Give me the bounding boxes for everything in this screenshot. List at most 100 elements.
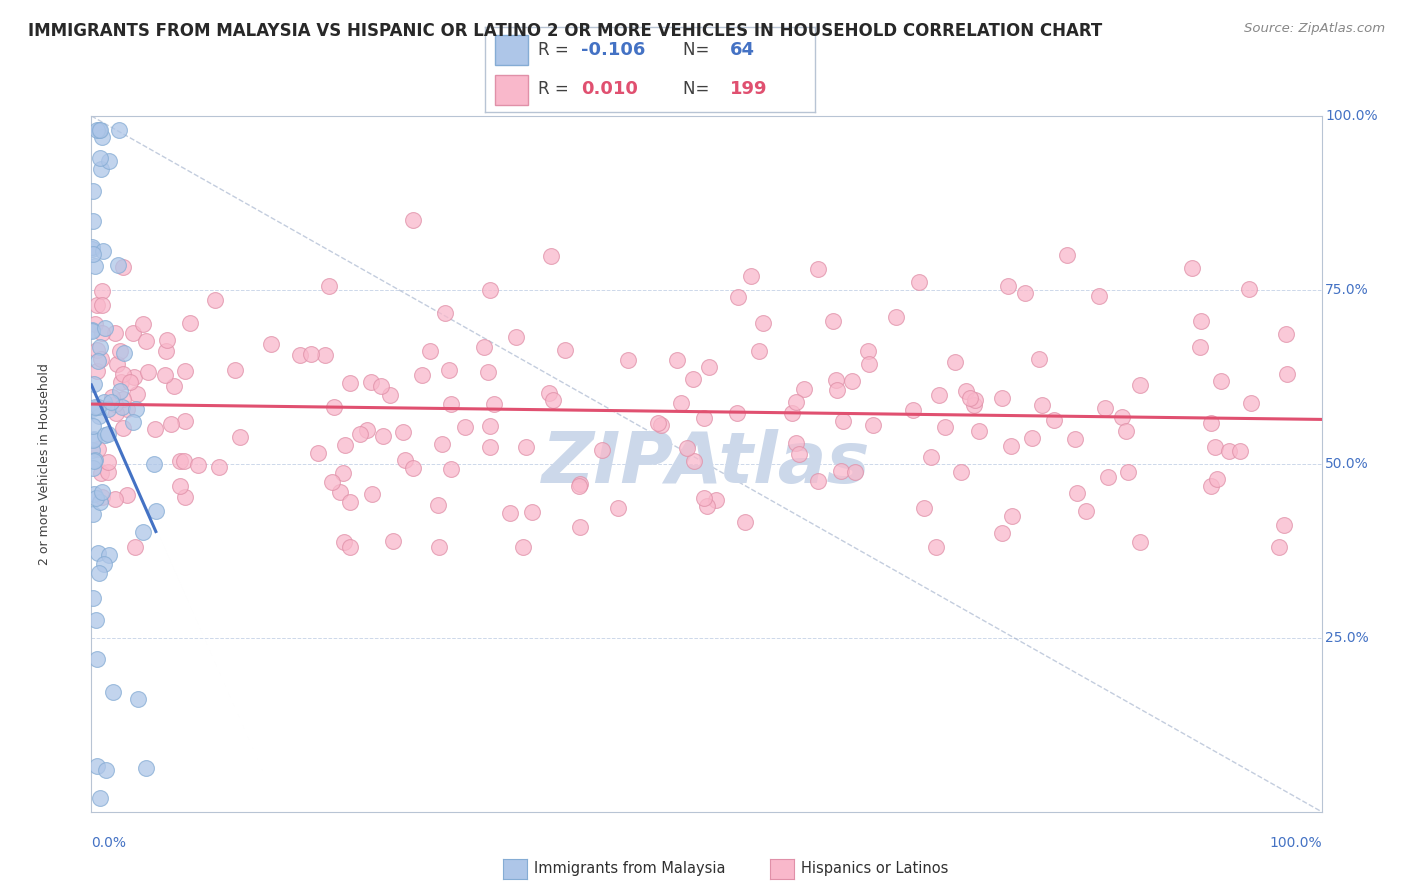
Point [143,422,166,436]
Point [360,375,382,389]
Point [111,421,134,435]
Point [426,498,449,512]
Point [339,495,361,509]
Point [1063,432,1085,446]
Point [1094,401,1116,416]
Point [411,368,433,382]
Point [1028,352,1050,367]
Point [132,524,155,539]
Point [89,123,111,137]
Text: -0.106: -0.106 [581,41,645,59]
Point [392,425,415,440]
Point [943,355,966,369]
Point [124,541,146,555]
Point [82,418,104,433]
Point [105,358,128,372]
Point [97,549,120,563]
Point [427,541,450,555]
Point [734,516,756,530]
Point [101,390,124,404]
Point [378,387,401,401]
Point [727,290,749,304]
Point [332,535,354,549]
Point [505,330,527,344]
Point [1129,535,1152,549]
Point [86,652,108,666]
Point [82,460,104,475]
Point [89,123,111,137]
Point [1000,439,1022,453]
Point [841,375,863,389]
Point [86,758,108,772]
Point [1211,374,1233,388]
Point [1218,444,1240,458]
Point [80,401,103,416]
Point [402,213,425,227]
Point [97,465,120,479]
Point [862,418,884,433]
Point [329,484,352,499]
Point [430,437,453,451]
Text: R =: R = [538,41,574,59]
Point [111,401,134,415]
Point [751,316,773,330]
Text: IMMIGRANTS FROM MALAYSIA VS HISPANIC OR LATINO 2 OR MORE VEHICLES IN HOUSEHOLD C: IMMIGRANTS FROM MALAYSIA VS HISPANIC OR … [28,22,1102,40]
Point [288,348,311,362]
Point [86,298,108,312]
Point [112,368,135,382]
Point [807,475,830,489]
Point [693,491,716,505]
Point [93,558,115,572]
Point [314,348,336,362]
Text: 64: 64 [730,41,755,59]
Point [704,493,727,508]
Point [108,343,131,358]
Point [472,340,495,354]
Text: 25.0%: 25.0% [1326,631,1369,645]
Point [955,384,977,398]
Point [339,376,361,390]
Point [83,432,105,446]
Point [373,428,395,442]
Point [515,440,537,454]
Point [163,379,186,393]
Point [925,541,948,555]
Point [693,410,716,425]
Point [825,373,848,387]
Point [682,372,704,386]
Point [965,392,987,407]
Point [135,334,157,348]
Point [394,453,416,467]
Point [434,306,457,320]
Point [84,400,107,414]
Point [360,487,382,501]
Text: Immigrants from Malaysia: Immigrants from Malaysia [534,862,725,876]
Point [127,691,149,706]
Point [90,129,112,144]
Text: N=: N= [683,41,714,59]
Text: 100.0%: 100.0% [1270,836,1322,850]
Point [173,414,195,428]
Point [696,499,718,513]
Point [683,454,706,468]
Point [912,501,935,516]
Point [665,352,688,367]
Point [928,388,950,402]
Point [84,613,107,627]
Point [84,259,107,273]
Point [187,458,209,472]
Point [478,441,501,455]
Point [540,249,562,263]
Point [169,479,191,493]
Point [844,465,866,479]
Text: ZIPAtlas: ZIPAtlas [543,429,870,499]
Point [1001,508,1024,523]
Text: 0.0%: 0.0% [91,836,127,850]
Point [554,343,576,357]
Point [91,484,114,499]
Point [591,443,613,458]
Text: N=: N= [683,80,714,98]
Text: 75.0%: 75.0% [1326,283,1369,297]
Point [87,354,110,368]
Point [1205,472,1227,486]
